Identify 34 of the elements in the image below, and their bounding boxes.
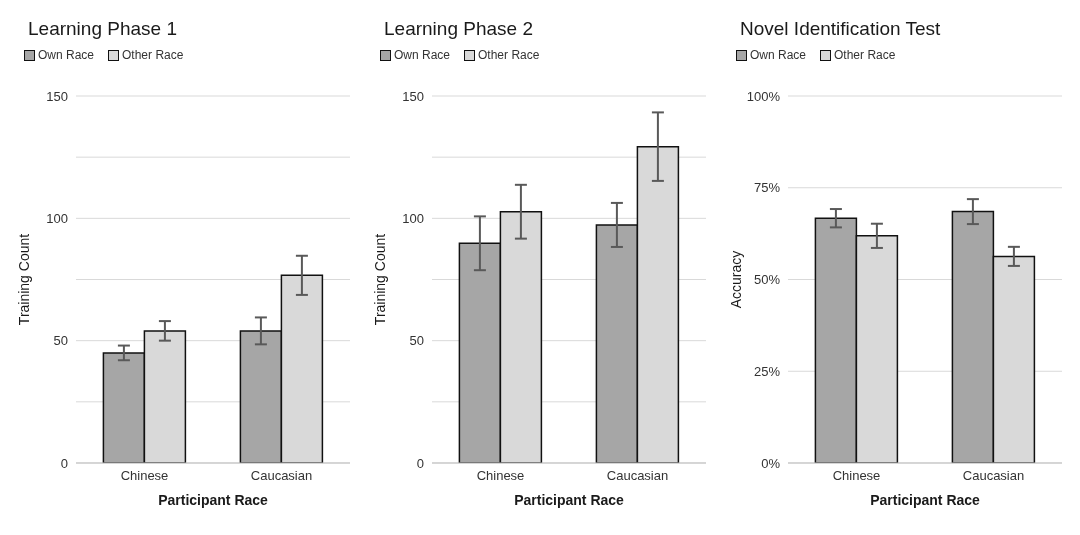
- y-tick-label: 150: [402, 88, 424, 104]
- x-axis-title: Participant Race: [158, 492, 269, 508]
- legend-label: Other Race: [478, 48, 540, 62]
- y-tick-label: 50: [53, 333, 68, 349]
- chart-title: Learning Phase 2: [383, 17, 534, 41]
- y-axis-title: Training Count: [371, 233, 388, 326]
- legend-label: Other Race: [834, 48, 896, 62]
- y-axis-title: Training Count: [15, 233, 32, 326]
- x-tick-label: Chinese: [476, 468, 525, 484]
- y-tick-label: 50%: [753, 272, 781, 288]
- y-tick-label: 0%: [761, 455, 781, 471]
- x-tick-label: Caucasian: [606, 468, 669, 484]
- x-tick-label: Caucasian: [250, 468, 313, 484]
- legend-label: Own Race: [750, 48, 807, 62]
- x-axis-title: Participant Race: [514, 492, 625, 508]
- legend-label: Other Race: [122, 48, 184, 62]
- y-axis-title: Accuracy: [727, 250, 744, 309]
- y-tick-label: 25%: [753, 363, 781, 379]
- y-tick-label: 0: [60, 455, 68, 471]
- x-tick-label: Caucasian: [962, 468, 1025, 484]
- legend-label: Own Race: [394, 48, 451, 62]
- chart-title: Novel Identification Test: [739, 17, 942, 41]
- y-tick-label: 100: [46, 210, 68, 226]
- chart-title: Learning Phase 1: [27, 17, 178, 41]
- y-tick-label: 100: [402, 210, 424, 226]
- y-tick-label: 100%: [746, 88, 781, 104]
- legend-label: Own Race: [38, 48, 95, 62]
- x-tick-label: Chinese: [832, 468, 881, 484]
- y-tick-label: 50: [409, 333, 424, 349]
- y-tick-label: 150: [46, 88, 68, 104]
- x-tick-label: Chinese: [120, 468, 169, 484]
- y-tick-label: 75%: [753, 180, 781, 196]
- y-tick-label: 0: [416, 455, 424, 471]
- x-axis-title: Participant Race: [870, 492, 981, 508]
